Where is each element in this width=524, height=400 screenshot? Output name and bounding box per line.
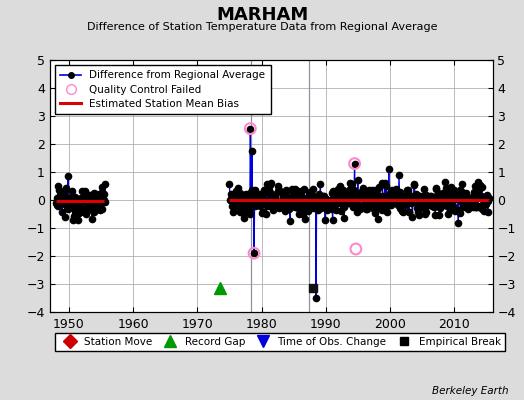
Text: Berkeley Earth: Berkeley Earth <box>432 386 508 396</box>
Point <box>351 160 359 167</box>
Legend: Station Move, Record Gap, Time of Obs. Change, Empirical Break: Station Move, Record Gap, Time of Obs. C… <box>55 332 505 351</box>
Text: Difference of Station Temperature Data from Regional Average: Difference of Station Temperature Data f… <box>87 22 437 32</box>
Text: MARHAM: MARHAM <box>216 6 308 24</box>
Point <box>250 250 258 256</box>
Point <box>352 246 360 252</box>
Point <box>246 126 255 132</box>
